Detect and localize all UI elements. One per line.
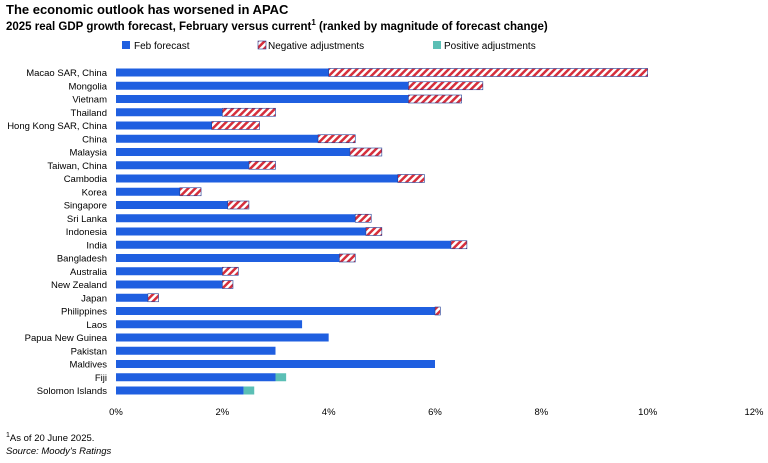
bar-negative-australia <box>222 266 239 276</box>
bar-feb-fiji <box>116 373 276 382</box>
legend: Feb forecast Negative adjustments Positi… <box>122 40 536 52</box>
legend-swatch-positive <box>433 41 441 49</box>
bar-negative-taiwan-china <box>248 160 276 170</box>
category-label-bangladesh: Bangladesh <box>57 254 107 265</box>
bar-feb-bangladesh <box>116 254 340 262</box>
bar-negative-bangladesh <box>338 253 356 263</box>
category-label-australia: Australia <box>70 267 108 278</box>
category-label-thailand: Thailand <box>71 108 107 119</box>
bar-feb-vietnam <box>116 95 409 103</box>
x-tick-label: 4% <box>322 407 336 418</box>
category-label-indonesia: Indonesia <box>66 227 108 238</box>
x-tick-label: 0% <box>109 407 123 418</box>
bar-feb-indonesia <box>116 227 366 236</box>
bar-feb-solomon-islands <box>116 386 244 395</box>
legend-label-feb: Feb forecast <box>134 41 190 52</box>
category-label-sri-lanka: Sri Lanka <box>67 214 108 225</box>
x-tick-label: 10% <box>638 407 658 418</box>
category-label-pakistan: Pakistan <box>71 346 107 357</box>
category-labels: Macao SAR, China Mongolia Vietnam Thailand H… <box>7 68 108 397</box>
category-label-philippines: Philippines <box>61 307 107 318</box>
x-tick-label: 12% <box>744 407 764 418</box>
category-label-india: India <box>86 240 107 251</box>
bar-feb-thailand <box>116 108 223 117</box>
bar-feb-papua-new-guinea <box>116 333 329 342</box>
category-label-fiji: Fiji <box>95 373 107 384</box>
bar-negative-sri-lanka <box>354 213 372 223</box>
source-note: Source: Moody's Ratings <box>6 446 112 457</box>
category-label-cambodia: Cambodia <box>64 174 108 185</box>
bar-feb-japan <box>116 293 148 302</box>
category-label-maldives: Maldives <box>70 360 108 371</box>
bar-negative-korea <box>179 187 202 197</box>
bar-negative-philippines <box>434 306 441 316</box>
bar-feb-pakistan <box>116 346 276 355</box>
category-label-vietnam: Vietnam <box>72 95 107 106</box>
bar-negative-vietnam <box>408 94 462 104</box>
category-label-japan: Japan <box>81 293 107 304</box>
category-label-solomon-islands: Solomon Islands <box>37 386 107 397</box>
bar-feb-cambodia <box>116 174 398 183</box>
bar-negative-thailand <box>222 107 276 117</box>
bar-feb-sri-lanka <box>116 214 356 223</box>
category-label-macao-sar-china: Macao SAR, China <box>26 68 108 79</box>
bar-negative-mongolia <box>408 81 484 91</box>
footnote: 1As of 20 June 2025. <box>6 432 95 445</box>
x-tick-label: 8% <box>534 407 548 418</box>
bar-negative-singapore <box>227 200 250 210</box>
bar-feb-india <box>116 240 451 249</box>
bar-feb-korea <box>116 187 180 196</box>
category-label-laos: Laos <box>86 320 107 331</box>
bar-feb-malaysia <box>116 148 350 156</box>
bar-feb-philippines <box>116 307 435 315</box>
x-tick-label: 2% <box>215 407 229 418</box>
gdp-forecast-chart: Feb forecast Negative adjustments Positi… <box>7 40 764 418</box>
chart-subtitle: 2025 real GDP growth forecast, February … <box>6 18 548 33</box>
category-label-malaysia: Malaysia <box>70 148 108 159</box>
legend-label-negative: Negative adjustments <box>268 41 364 52</box>
bars <box>116 68 648 395</box>
bar-positive-solomon-islands <box>243 386 255 395</box>
bar-feb-china <box>116 134 319 143</box>
bar-feb-hong-kong-sar-china <box>116 121 212 130</box>
bar-negative-cambodia <box>397 174 425 183</box>
bar-feb-taiwan-china <box>116 161 249 170</box>
category-label-korea: Korea <box>82 187 108 198</box>
legend-label-positive: Positive adjustments <box>444 41 536 52</box>
bar-feb-mongolia <box>116 81 409 90</box>
chart-title: The economic outlook has worsened in APA… <box>6 2 289 17</box>
x-tick-label: 6% <box>428 407 442 418</box>
bar-feb-singapore <box>116 201 228 209</box>
bar-negative-india <box>450 240 468 250</box>
legend-swatch-feb <box>122 41 130 49</box>
legend-swatch-negative <box>257 40 267 50</box>
x-axis-ticks: 0% 2% 4% 6% 8% 10% 12% <box>109 407 764 418</box>
bar-negative-hong-kong-sar-china <box>211 121 260 130</box>
category-label-hong-kong-sar-china: Hong Kong SAR, China <box>7 121 108 132</box>
bar-feb-maldives <box>116 360 435 368</box>
bar-negative-malaysia <box>349 147 383 157</box>
category-label-new-zealand: New Zealand <box>51 280 107 291</box>
category-label-singapore: Singapore <box>64 201 107 212</box>
category-label-china: China <box>82 134 108 145</box>
bar-feb-macao-sar-china <box>116 68 329 77</box>
bar-negative-new-zealand <box>222 280 234 289</box>
bar-feb-new-zealand <box>116 280 223 289</box>
bar-positive-fiji <box>275 373 287 382</box>
bar-negative-japan <box>147 293 159 303</box>
bar-feb-laos <box>116 320 303 329</box>
bar-feb-australia <box>116 267 223 276</box>
category-label-mongolia: Mongolia <box>68 81 107 92</box>
category-label-taiwan-china: Taiwan, China <box>47 161 107 172</box>
category-label-papua-new-guinea: Papua New Guinea <box>25 333 108 344</box>
bar-negative-indonesia <box>365 227 383 236</box>
bar-negative-china <box>317 134 356 144</box>
bar-negative-macao-sar-china <box>328 68 648 77</box>
